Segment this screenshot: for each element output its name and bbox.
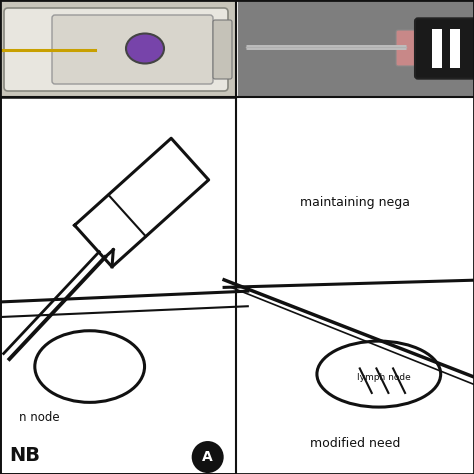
FancyBboxPatch shape [396,30,422,66]
Ellipse shape [126,34,164,64]
Bar [0,97,236,474]
Bar [0,0,236,97]
Text: modified need: modified need [310,438,400,450]
Bar [238,0,474,97]
Circle shape [191,441,224,473]
FancyBboxPatch shape [4,8,228,91]
Text: NB: NB [9,446,40,465]
Text: A: A [202,450,213,464]
Bar [450,29,460,68]
Ellipse shape [35,331,145,402]
Text: lymph node: lymph node [356,374,410,383]
FancyBboxPatch shape [52,15,213,84]
FancyBboxPatch shape [213,20,232,79]
Ellipse shape [317,341,441,407]
FancyBboxPatch shape [415,18,474,79]
Text: maintaining nega: maintaining nega [300,196,410,209]
Bar [432,29,442,68]
Bar [236,97,474,474]
Text: n node: n node [19,411,60,424]
